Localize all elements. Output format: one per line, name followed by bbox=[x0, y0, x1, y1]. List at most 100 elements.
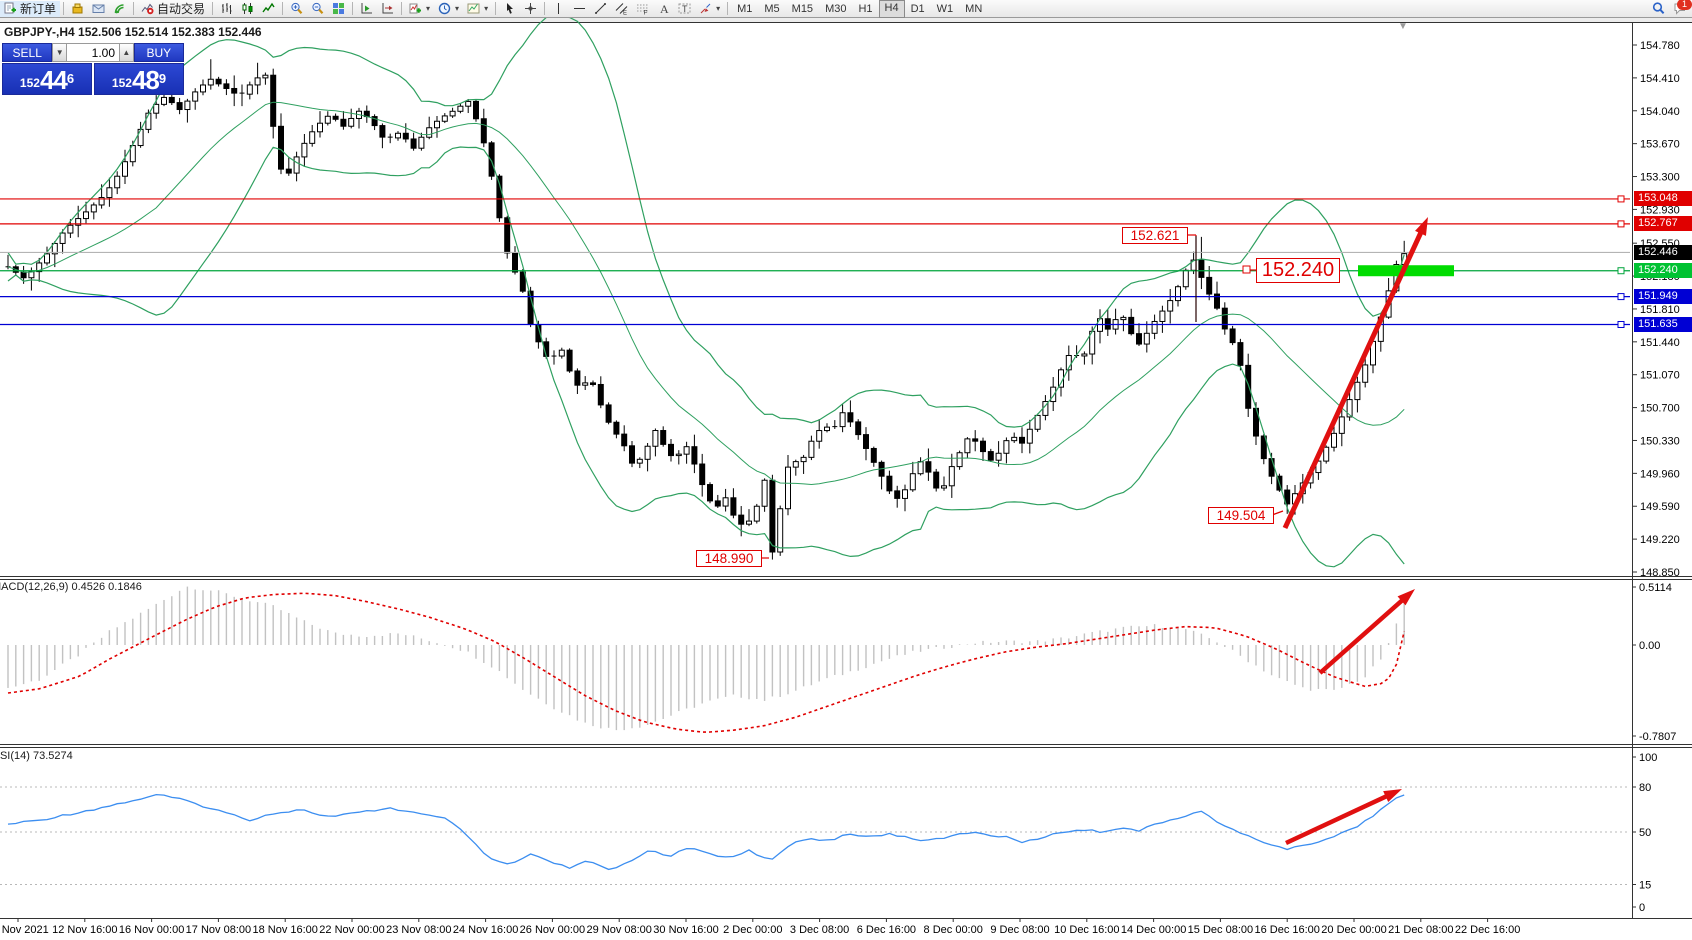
timeframe-button-m1[interactable]: M1 bbox=[737, 2, 753, 15]
volume-input[interactable] bbox=[67, 43, 119, 62]
search-button[interactable] bbox=[1648, 1, 1669, 17]
sell-price-sup: 6 bbox=[66, 71, 75, 86]
timeframe-button-m15[interactable]: M15 bbox=[791, 2, 814, 15]
indicators-button[interactable]: ▾ bbox=[405, 1, 434, 17]
bollinger-band-line bbox=[7, 14, 1405, 428]
toolbar-button-label: 新订单 bbox=[20, 2, 57, 16]
vertical-line-button[interactable] bbox=[548, 1, 569, 17]
axis-label: 149.590 bbox=[1640, 501, 1680, 513]
axis-label: 153.670 bbox=[1640, 139, 1680, 151]
buy-price[interactable]: 152 48 9 bbox=[94, 63, 184, 95]
price-axis-badge: 151.949 bbox=[1634, 289, 1692, 305]
axis-label: 153.300 bbox=[1640, 172, 1680, 184]
axis-label: 14 Dec 00:00 bbox=[1121, 924, 1186, 936]
volume-decrease-button[interactable]: ▼ bbox=[52, 43, 67, 62]
new-order-button[interactable]: 新订单 bbox=[0, 0, 61, 17]
chart-shift-icon bbox=[382, 3, 394, 14]
chart-shift-marker-icon[interactable]: ▼ bbox=[1398, 21, 1408, 32]
periods-button[interactable]: ▾ bbox=[434, 1, 463, 17]
crosshair-button[interactable] bbox=[520, 1, 541, 17]
line-handle[interactable] bbox=[1617, 220, 1625, 228]
price-axis-badge: 152.240 bbox=[1634, 263, 1692, 279]
toolbar-separator bbox=[282, 2, 284, 15]
trend-arrow[interactable] bbox=[1318, 596, 1407, 675]
signals-button[interactable] bbox=[109, 1, 130, 17]
fibonacci-icon: F bbox=[637, 4, 649, 16]
timeframe-button-m5[interactable]: M5 bbox=[764, 2, 780, 15]
bar-chart-button[interactable] bbox=[216, 1, 237, 17]
toolbar-gap bbox=[0, 17, 1692, 22]
dropdown-caret-icon: ▾ bbox=[455, 4, 460, 13]
line-handle[interactable] bbox=[1617, 293, 1625, 301]
axis-label: 148.850 bbox=[1640, 567, 1680, 579]
cursor-button[interactable] bbox=[499, 1, 520, 17]
axis-label: -0.7807 bbox=[1639, 731, 1676, 743]
line-chart-button[interactable] bbox=[258, 1, 279, 17]
buy-price-prefix: 152 bbox=[111, 76, 132, 90]
tile-windows-button[interactable] bbox=[328, 1, 349, 17]
price-annotation[interactable]: 149.504 bbox=[1208, 507, 1274, 524]
price-annotation[interactable]: 152.240 bbox=[1256, 258, 1340, 283]
toolbar-separator bbox=[495, 2, 497, 15]
svg-text:F: F bbox=[644, 10, 648, 16]
auto-scroll-icon bbox=[361, 3, 373, 14]
axis-label: 151.070 bbox=[1640, 370, 1680, 382]
buy-button[interactable]: BUY bbox=[133, 43, 184, 62]
templates-button[interactable]: ▾ bbox=[463, 1, 492, 17]
price-annotation[interactable]: 152.621 bbox=[1122, 227, 1188, 244]
timeframe-button-m30[interactable]: M30 bbox=[825, 2, 847, 15]
line-handle[interactable] bbox=[1617, 320, 1625, 328]
axis-label: 149.220 bbox=[1640, 534, 1680, 546]
candles-layer[interactable] bbox=[5, 59, 1408, 560]
toolbar-right-group: 1 bbox=[1648, 0, 1692, 17]
chart-window: 154.780 154.410 154.040 153.670 153.300 152.9… bbox=[0, 14, 1692, 940]
volume-increase-button[interactable]: ▲ bbox=[119, 43, 134, 62]
timeframe-button-mn[interactable]: MN bbox=[965, 2, 983, 15]
sell-button[interactable]: SELL bbox=[2, 43, 53, 62]
zoom-in-button[interactable] bbox=[286, 1, 307, 17]
trend-arrow[interactable] bbox=[1282, 228, 1425, 530]
text-button[interactable]: A bbox=[653, 1, 674, 17]
timeframe-button-h1[interactable]: H1 bbox=[858, 2, 873, 15]
sell-price[interactable]: 152 44 6 bbox=[2, 63, 92, 95]
mailbox-button[interactable] bbox=[88, 1, 109, 17]
templates-icon bbox=[467, 3, 480, 14]
timeframe-button-w1[interactable]: W1 bbox=[936, 2, 954, 15]
trend-arrow[interactable] bbox=[1285, 792, 1391, 846]
charts-gallery-button[interactable] bbox=[67, 1, 88, 17]
buy-price-sup: 9 bbox=[158, 71, 167, 86]
candle-chart-button[interactable] bbox=[237, 1, 258, 17]
price-axis-badge: 152.767 bbox=[1634, 216, 1692, 232]
label-icon: T bbox=[678, 3, 691, 14]
timeframe-button-d1[interactable]: D1 bbox=[910, 2, 925, 15]
autotrade-icon bbox=[141, 3, 154, 15]
cursor-icon bbox=[507, 3, 514, 14]
chart-shift-button[interactable] bbox=[377, 1, 398, 17]
equidistant-channel-button[interactable]: E bbox=[611, 1, 632, 17]
auto-scroll-button[interactable] bbox=[356, 1, 377, 17]
macd-indicator-label: MACD(12,26,9) 0.4526 0.1846 bbox=[0, 581, 142, 593]
arrows-button[interactable]: ▾ bbox=[695, 1, 724, 17]
horizontal-line-button[interactable] bbox=[569, 1, 590, 17]
fibonacci-button[interactable]: F bbox=[632, 1, 653, 17]
axis-label: 15 Dec 08:00 bbox=[1188, 924, 1253, 936]
symbol-ohlc-info: GBPJPY-,H4 152.506 152.514 152.383 152.4… bbox=[4, 25, 262, 39]
autotrade-button[interactable]: 自动交易 bbox=[137, 1, 209, 17]
axis-label: 24 Nov 16:00 bbox=[453, 924, 518, 936]
axis-label: 0.00 bbox=[1639, 640, 1660, 652]
line-handle[interactable] bbox=[1617, 195, 1625, 203]
price-axis-badge: 151.635 bbox=[1634, 316, 1692, 332]
bar-chart-icon bbox=[222, 3, 232, 14]
label-button[interactable]: T bbox=[674, 1, 695, 17]
zoom-out-button[interactable] bbox=[307, 1, 328, 17]
axis-label: 151.810 bbox=[1640, 304, 1680, 316]
axis-label: 100 bbox=[1639, 752, 1657, 764]
chat-button[interactable]: 1 bbox=[1669, 0, 1692, 17]
price-annotation[interactable]: 148.990 bbox=[696, 550, 762, 567]
mailbox-icon bbox=[92, 4, 105, 13]
sell-price-big: 44 bbox=[39, 65, 68, 95]
trendline-button[interactable] bbox=[590, 1, 611, 17]
timeframe-button-h4[interactable]: H4 bbox=[878, 0, 905, 18]
line-handle[interactable] bbox=[1617, 267, 1625, 275]
